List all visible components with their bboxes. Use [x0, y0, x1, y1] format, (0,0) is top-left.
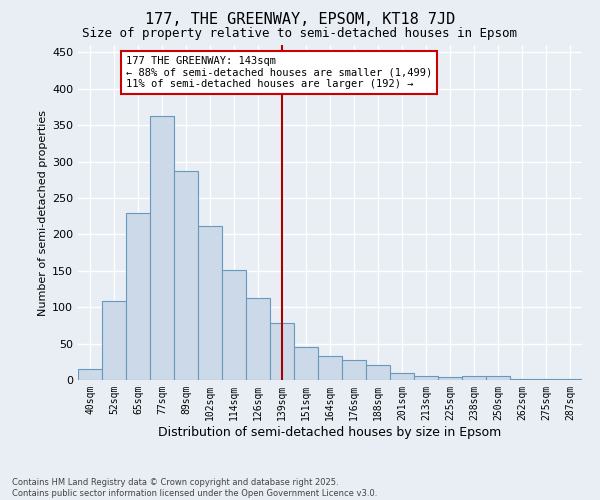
Bar: [294, 347, 318, 380]
Bar: [246, 298, 270, 380]
Text: Size of property relative to semi-detached houses in Epsom: Size of property relative to semi-detach…: [83, 28, 517, 40]
Bar: [270, 323, 294, 380]
X-axis label: Distribution of semi-detached houses by size in Epsom: Distribution of semi-detached houses by …: [158, 426, 502, 438]
Bar: [222, 270, 246, 380]
Bar: [342, 360, 366, 380]
Bar: [78, 369, 102, 380]
Bar: [558, 378, 582, 380]
Bar: [318, 356, 342, 380]
Bar: [126, 212, 150, 380]
Bar: [102, 302, 126, 380]
Bar: [150, 116, 174, 380]
Bar: [414, 376, 438, 380]
Text: 177, THE GREENWAY, EPSOM, KT18 7JD: 177, THE GREENWAY, EPSOM, KT18 7JD: [145, 12, 455, 28]
Bar: [198, 226, 222, 380]
Text: Contains HM Land Registry data © Crown copyright and database right 2025.
Contai: Contains HM Land Registry data © Crown c…: [12, 478, 377, 498]
Text: 177 THE GREENWAY: 143sqm
← 88% of semi-detached houses are smaller (1,499)
11% o: 177 THE GREENWAY: 143sqm ← 88% of semi-d…: [126, 56, 432, 89]
Bar: [390, 374, 414, 380]
Bar: [366, 366, 390, 380]
Bar: [486, 376, 510, 380]
Bar: [438, 377, 462, 380]
Bar: [462, 376, 486, 380]
Bar: [510, 378, 534, 380]
Y-axis label: Number of semi-detached properties: Number of semi-detached properties: [38, 110, 48, 316]
Bar: [174, 171, 198, 380]
